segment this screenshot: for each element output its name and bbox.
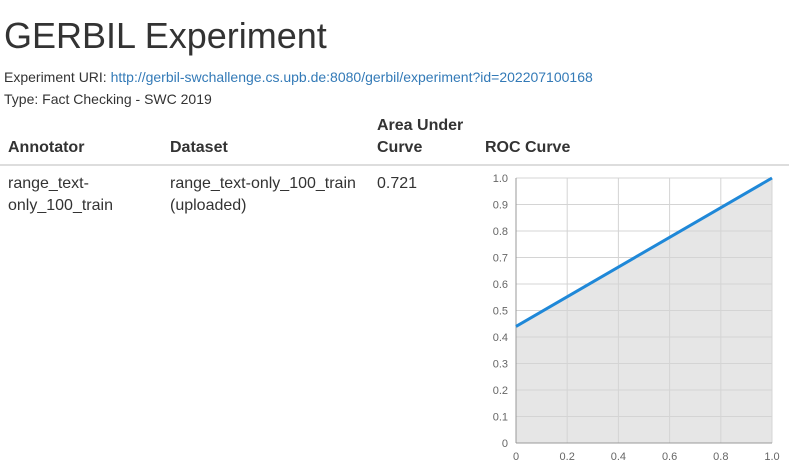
experiment-uri-link[interactable]: http://gerbil-swchallenge.cs.upb.de:8080… [110, 69, 593, 85]
header-dataset: Dataset [170, 139, 228, 156]
y-tick-label: 0.3 [493, 359, 508, 371]
page-title: GERBIL Experiment [4, 15, 327, 56]
auc-cell: 0.721 [377, 175, 418, 192]
x-tick-label: 0.2 [560, 451, 575, 463]
annotator-cell-line-1: range_text- [8, 175, 89, 192]
x-tick-label: 1.0 [764, 451, 779, 463]
x-tick-label: 0.8 [713, 451, 728, 463]
annotator-cell-line-2: only_100_train [8, 197, 113, 214]
header-annotator: Annotator [8, 139, 85, 156]
header-auc-line-1: Area Under [377, 117, 464, 134]
header-divider [0, 164, 789, 166]
x-tick-label: 0 [513, 451, 519, 463]
y-tick-label: 0.7 [493, 253, 508, 265]
dataset-cell-line-1: range_text-only_100_train [170, 175, 356, 192]
y-tick-label: 0.5 [493, 306, 508, 318]
experiment-type-label: Type: [4, 91, 39, 107]
experiment-uri-label: Experiment URI: [4, 69, 107, 85]
roc-curve-line [515, 176, 773, 328]
x-tick-label: 0.4 [611, 451, 626, 463]
header-auc-line-2: Curve [377, 139, 423, 156]
y-tick-label: 0 [502, 438, 508, 450]
y-tick-label: 0.4 [493, 332, 508, 344]
y-tick-label: 0.1 [493, 412, 508, 424]
experiment-type-row: Type: Fact Checking - SWC 2019 [4, 90, 212, 108]
experiment-type-value: Fact Checking - SWC 2019 [42, 91, 212, 107]
header-roc-curve: ROC Curve [485, 139, 571, 156]
y-tick-label: 0.2 [493, 385, 508, 397]
dataset-cell-line-2: (uploaded) [170, 197, 247, 214]
y-tick-label: 0.6 [493, 279, 508, 291]
roc-curve-chart: 0 0.1 0.2 0.3 0.4 0.5 0.6 0.7 0.8 0.9 1.0 0 0.2 0.4 0.… [493, 173, 780, 463]
y-tick-label: 0.8 [493, 226, 508, 238]
x-tick-label: 0.6 [662, 451, 677, 463]
y-tick-label: 0.9 [493, 200, 508, 212]
experiment-uri-row: Experiment URI: http://gerbil-swchalleng… [4, 68, 593, 86]
y-tick-label: 1.0 [493, 173, 508, 185]
